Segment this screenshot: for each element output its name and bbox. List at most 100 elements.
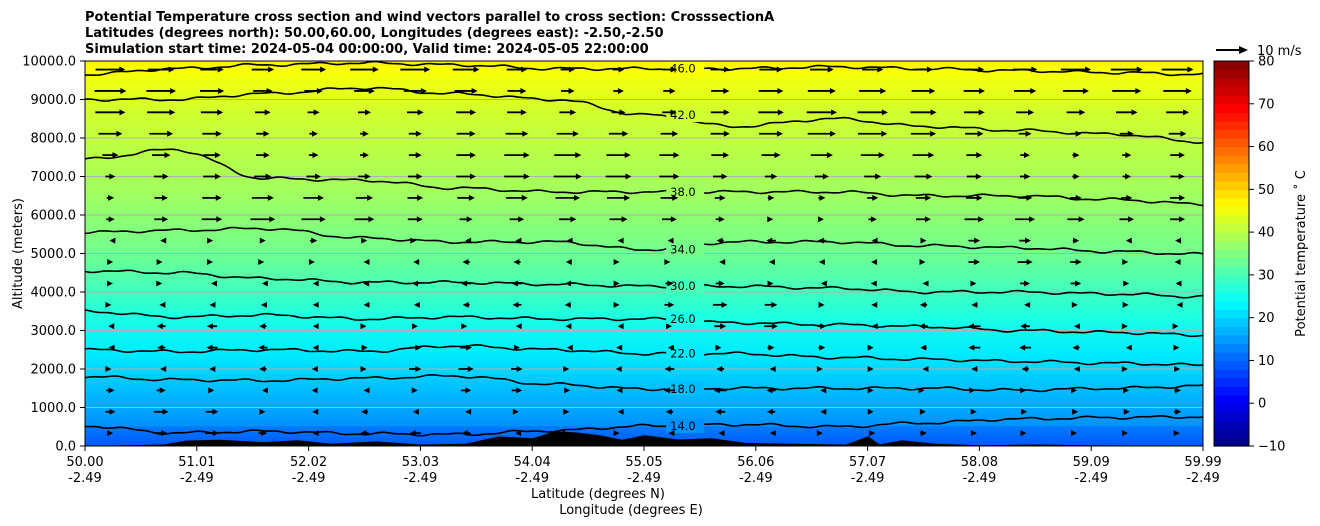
colorbar-segment xyxy=(1214,266,1249,276)
wind-vector xyxy=(308,152,319,159)
wind-vector xyxy=(412,408,419,415)
wind-vector xyxy=(1121,366,1128,372)
wind-vector xyxy=(1125,344,1132,351)
colorbar-segment xyxy=(1214,309,1249,319)
wind-vector xyxy=(1060,66,1092,73)
wind-vector xyxy=(870,280,877,287)
wind-vector xyxy=(156,280,163,287)
wind-vector xyxy=(1020,280,1031,287)
contour-line xyxy=(84,309,1204,338)
wind-vector xyxy=(1168,130,1187,137)
wind-vector xyxy=(258,344,268,351)
contour-line xyxy=(84,269,1204,299)
wind-vector xyxy=(816,366,823,372)
colorbar-segment xyxy=(1214,420,1249,430)
wind-vector xyxy=(361,344,368,351)
wind-vector xyxy=(303,194,324,201)
wind-vector xyxy=(1070,130,1082,137)
wind-vector xyxy=(151,152,171,159)
wind-vector xyxy=(922,366,929,372)
wind-vector xyxy=(715,216,725,223)
wind-vector xyxy=(911,87,936,94)
wind-vector xyxy=(202,130,222,137)
plot-area: 14.0 18.0 22.0 26.0 30.0 34.0 38.0 42.0 46.0 xyxy=(84,60,1204,447)
wind-vector xyxy=(200,109,224,116)
wind-vector xyxy=(1070,387,1077,394)
wind-vector xyxy=(768,259,775,266)
wind-vector xyxy=(258,430,268,437)
wind-vector xyxy=(920,430,927,437)
wind-vector xyxy=(807,130,837,137)
wind-vector xyxy=(1013,87,1037,94)
wind-vector xyxy=(1121,323,1128,330)
wind-vector xyxy=(407,216,423,223)
wind-vector xyxy=(867,344,874,351)
wind-vector xyxy=(312,323,319,330)
wind-vectors xyxy=(94,66,1194,437)
wind-vector xyxy=(1015,216,1036,223)
y-tick-label: 2000.0 xyxy=(31,363,77,378)
wind-vector xyxy=(256,130,270,137)
wind-vector xyxy=(758,87,784,94)
wind-vector xyxy=(461,280,472,287)
wind-vector xyxy=(251,66,275,73)
x-tick-lon: -2.49 xyxy=(292,471,326,486)
wind-vector xyxy=(563,366,570,372)
wind-vector xyxy=(566,344,573,351)
wind-vector xyxy=(512,408,519,415)
wind-vector xyxy=(202,194,222,201)
wind-vector xyxy=(255,152,270,159)
colorbar-tick-label: 30 xyxy=(1258,268,1275,283)
wind-vector xyxy=(867,408,874,415)
wind-vector xyxy=(513,259,521,266)
wind-vector xyxy=(258,259,265,266)
wind-vector xyxy=(659,152,680,159)
wind-vector xyxy=(714,194,726,201)
wind-vector xyxy=(1073,366,1080,372)
wind-vector xyxy=(659,173,680,180)
wind-vector xyxy=(714,323,727,330)
terrain-silhouette xyxy=(85,431,1203,446)
wind-vector xyxy=(505,130,529,137)
wind-vector xyxy=(260,301,267,308)
wind-vector xyxy=(565,280,572,287)
wind-vector xyxy=(306,173,321,180)
x-tick-lon: -2.49 xyxy=(515,471,549,486)
wind-vector xyxy=(1122,173,1132,180)
x-tick-lat: 50.00 xyxy=(66,455,103,470)
x-tick-lon: -2.49 xyxy=(180,471,214,486)
colorbar-segment xyxy=(1214,180,1249,190)
wind-vector xyxy=(565,323,572,330)
wind-vector xyxy=(458,366,474,372)
wind-vector xyxy=(617,237,624,244)
colorbar-segment xyxy=(1214,386,1249,396)
wind-vector xyxy=(867,194,879,201)
wind-vector xyxy=(251,194,274,201)
wind-vector xyxy=(1166,109,1190,116)
x-tick-lat: 58.08 xyxy=(961,455,998,470)
wind-vector xyxy=(860,152,885,159)
wind-vector xyxy=(554,152,582,159)
wind-vector xyxy=(560,66,575,73)
wind-vector xyxy=(609,216,628,223)
wind-vector xyxy=(203,152,221,159)
wind-vector xyxy=(200,66,224,73)
wind-vector xyxy=(254,173,272,180)
wind-vector xyxy=(871,301,878,308)
colorbar-segment xyxy=(1214,146,1249,156)
wind-vector xyxy=(665,280,674,287)
wind-vector xyxy=(869,430,876,437)
wind-vector xyxy=(1170,152,1185,159)
wind-vector xyxy=(355,194,374,201)
wind-vector xyxy=(759,66,783,73)
wind-vector xyxy=(910,130,937,137)
wind-vector xyxy=(454,87,478,94)
wind-vector xyxy=(259,323,267,330)
wind-vector xyxy=(857,109,888,116)
wind-vector xyxy=(312,430,319,437)
colorbar-segment xyxy=(1214,129,1249,139)
colorbar-segment xyxy=(1214,360,1249,370)
wind-vector xyxy=(918,323,929,330)
wind-vector xyxy=(1176,301,1183,308)
wind-vector xyxy=(1070,430,1077,437)
